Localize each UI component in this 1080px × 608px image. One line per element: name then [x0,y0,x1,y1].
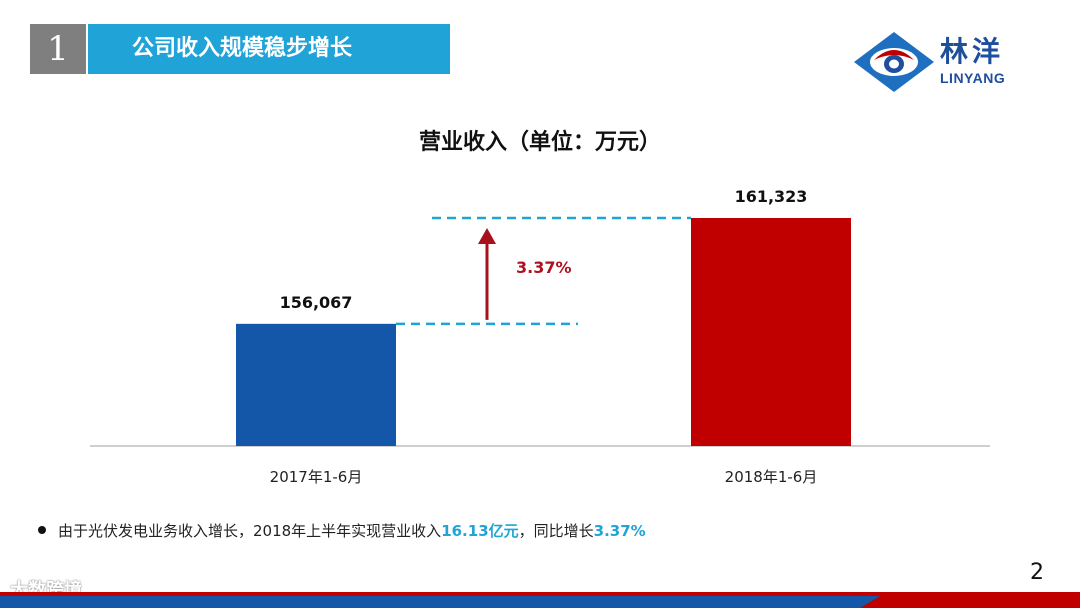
bullet-text-middle: ，同比增长 [518,522,594,540]
section-number: 1 [30,24,86,74]
bar-1 [236,323,396,446]
category-label-2: 2018年1-6月 [725,468,818,486]
linyang-logo-icon [854,32,934,92]
page-number: 2 [1030,560,1044,585]
bullet-dot-icon [38,525,46,534]
growth-annotation: 3.37% [516,258,572,277]
bullet-text: 由于光伏发电业务收入增长，2018年上半年实现营业收入 [58,522,442,540]
logo-name-cn: 林洋 [940,35,1005,68]
data-label-1: 156,067 [280,293,353,312]
chart-title: 营业收入（单位：万元） [418,130,661,155]
company-logo: 林洋 LINYANG [852,30,1042,94]
category-label-1: 2017年1-6月 [270,468,363,486]
summary-bullet: 由于光伏发电业务收入增长，2018年上半年实现营业收入16.13亿元，同比增长3… [38,520,646,541]
footer-bar [0,592,1080,608]
bullet-highlight-revenue: 16.13亿元 [441,522,519,540]
data-label-2: 161,323 [735,187,808,206]
logo-name-en: LINYANG [940,70,1006,86]
bar-2 [691,218,851,446]
page-title: 公司收入规模稳步增长 [88,24,450,74]
bullet-highlight-growth: 3.37% [593,522,646,540]
growth-arrow-head [478,228,496,244]
